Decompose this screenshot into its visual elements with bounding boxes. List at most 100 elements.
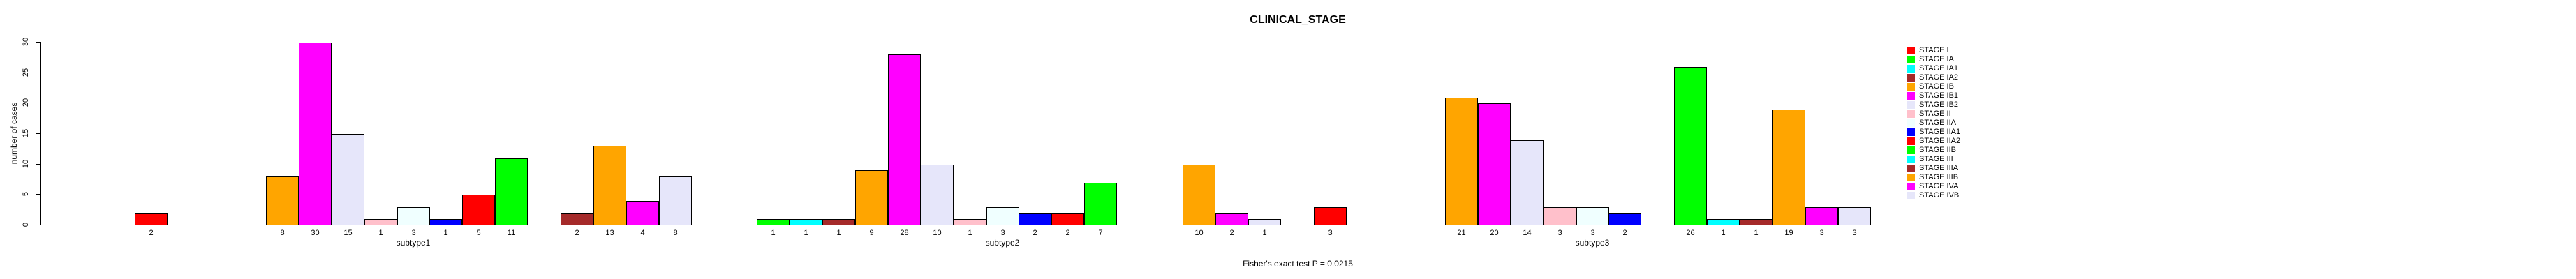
- y-tick: [36, 194, 40, 195]
- bar-subtype1-stage-iia2: [462, 195, 495, 226]
- bar-value-label: 3: [1852, 229, 1857, 237]
- bar-subtype3-stage-ib2: [1511, 140, 1544, 225]
- y-tick: [36, 133, 40, 134]
- legend-item: STAGE IIA1: [1907, 128, 1960, 137]
- bar-value-label: 30: [311, 229, 320, 237]
- bar-subtype1-stage-iiib: [593, 146, 626, 226]
- legend-swatch: [1907, 137, 1915, 145]
- y-tick-label: 0: [22, 222, 30, 227]
- bar-value-label: 3: [1557, 229, 1562, 237]
- bar-subtype1-stage-iiia: [561, 213, 593, 225]
- bar-subtype3-stage-iiia: [1740, 219, 1772, 226]
- group-label-subtype3: subtype3: [1575, 238, 1610, 248]
- legend-swatch: [1907, 100, 1915, 109]
- bar-subtype1-stage-i: [135, 213, 168, 225]
- bar-value-label: 1: [1754, 229, 1759, 237]
- bar-value-label: 8: [673, 229, 678, 237]
- bar-subtype3-stage-iib: [1674, 66, 1707, 225]
- bar-subtype2-stage-ib2: [921, 164, 954, 225]
- bar-subtype2-stage-iib: [1084, 182, 1117, 225]
- legend-label: STAGE IVB: [1919, 190, 1960, 199]
- y-tick-label: 30: [22, 37, 30, 47]
- bar-value-label: 3: [1819, 229, 1824, 237]
- bar-value-label: 1: [378, 229, 383, 237]
- y-tick: [36, 42, 40, 43]
- bar-subtype2-stage-ib: [855, 170, 888, 226]
- bar-subtype1-stage-ib2: [332, 134, 364, 225]
- legend-item: STAGE II: [1907, 110, 1951, 119]
- bar-value-label: 13: [605, 229, 614, 237]
- legend-swatch: [1907, 119, 1915, 127]
- legend-label: STAGE IIA: [1919, 118, 1956, 127]
- bar-subtype3-stage-iii: [1707, 219, 1740, 226]
- bar-subtype1-stage-ii: [364, 219, 397, 226]
- bar-subtype1-stage-ib1: [299, 43, 332, 225]
- legend-swatch: [1907, 173, 1915, 181]
- bar-value-label: 2: [1065, 229, 1070, 237]
- bar-subtype1-stage-iia: [397, 206, 430, 225]
- legend-swatch: [1907, 110, 1915, 118]
- bar-value-label: 2: [149, 229, 154, 237]
- bar-value-label: 5: [476, 229, 481, 237]
- legend-swatch: [1907, 146, 1915, 154]
- bar-subtype1-stage-ivb: [659, 176, 692, 226]
- legend-label: STAGE IA1: [1919, 63, 1959, 73]
- legend-label: STAGE IVA: [1919, 181, 1959, 190]
- y-tick: [36, 163, 40, 165]
- legend-swatch: [1907, 55, 1915, 63]
- legend-item: STAGE IVA: [1907, 182, 1958, 191]
- bar-value-label: 3: [411, 229, 416, 237]
- legend-item: STAGE IIIB: [1907, 173, 1958, 182]
- bar-subtype1-stage-iia1: [429, 219, 462, 226]
- bar-value-label: 2: [1032, 229, 1037, 237]
- bar-subtype3-stage-ii: [1544, 206, 1576, 225]
- bar-subtype1-stage-iib: [495, 158, 528, 225]
- bar-subtype1-stage-ib: [266, 176, 299, 226]
- bar-value-label: 21: [1457, 229, 1466, 237]
- bar-subtype2-stage-ia: [757, 219, 790, 226]
- bar-value-label: 2: [1229, 229, 1234, 237]
- legend-label: STAGE IIB: [1919, 145, 1956, 154]
- legend-item: STAGE IA2: [1907, 73, 1958, 82]
- bar-value-label: 2: [575, 229, 579, 237]
- bar-value-label: 4: [640, 229, 645, 237]
- legend-swatch: [1907, 82, 1915, 91]
- bar-value-label: 8: [280, 229, 285, 237]
- bar-subtype3-stage-i: [1314, 206, 1347, 225]
- legend-item: STAGE IB: [1907, 82, 1954, 91]
- legend-label: STAGE IIIA: [1919, 163, 1959, 172]
- legend-label: STAGE IIA1: [1919, 127, 1961, 136]
- bar-subtype2-stage-ia2: [822, 219, 855, 226]
- bar-value-label: 1: [443, 229, 448, 237]
- legend-item: STAGE IIB: [1907, 146, 1956, 155]
- bar-subtype2-stage-iiib: [1183, 164, 1215, 225]
- legend-label: STAGE III: [1919, 154, 1953, 163]
- bar-value-label: 3: [1590, 229, 1595, 237]
- legend-label: STAGE IB1: [1919, 91, 1959, 100]
- legend-item: STAGE IVB: [1907, 191, 1959, 200]
- legend-item: STAGE IIA: [1907, 119, 1956, 128]
- y-axis-title: number of cases: [9, 102, 19, 165]
- bar-value-label: 2: [1622, 229, 1627, 237]
- legend-swatch: [1907, 164, 1915, 172]
- y-tick-label: 10: [22, 159, 30, 168]
- legend-swatch: [1907, 128, 1915, 136]
- legend-swatch: [1907, 73, 1915, 82]
- bar-subtype3-stage-iiib: [1772, 110, 1805, 226]
- bar-subtype1-stage-iva: [626, 201, 659, 226]
- legend-item: STAGE IIA2: [1907, 137, 1960, 146]
- legend-label: STAGE IA2: [1919, 73, 1959, 82]
- bar-value-label: 1: [1721, 229, 1726, 237]
- legend-item: STAGE III: [1907, 155, 1953, 164]
- bar-value-label: 1: [968, 229, 972, 237]
- bar-subtype3-stage-ib1: [1478, 103, 1511, 226]
- y-tick-label: 25: [22, 68, 30, 77]
- bar-subtype3-stage-iia: [1576, 206, 1609, 225]
- legend-label: STAGE IB: [1919, 82, 1954, 91]
- bar-value-label: 1: [836, 229, 841, 237]
- legend-item: STAGE IIIA: [1907, 164, 1958, 173]
- legend-item: STAGE I: [1907, 46, 1949, 55]
- bar-value-label: 1: [804, 229, 808, 237]
- bar-value-label: 19: [1784, 229, 1793, 237]
